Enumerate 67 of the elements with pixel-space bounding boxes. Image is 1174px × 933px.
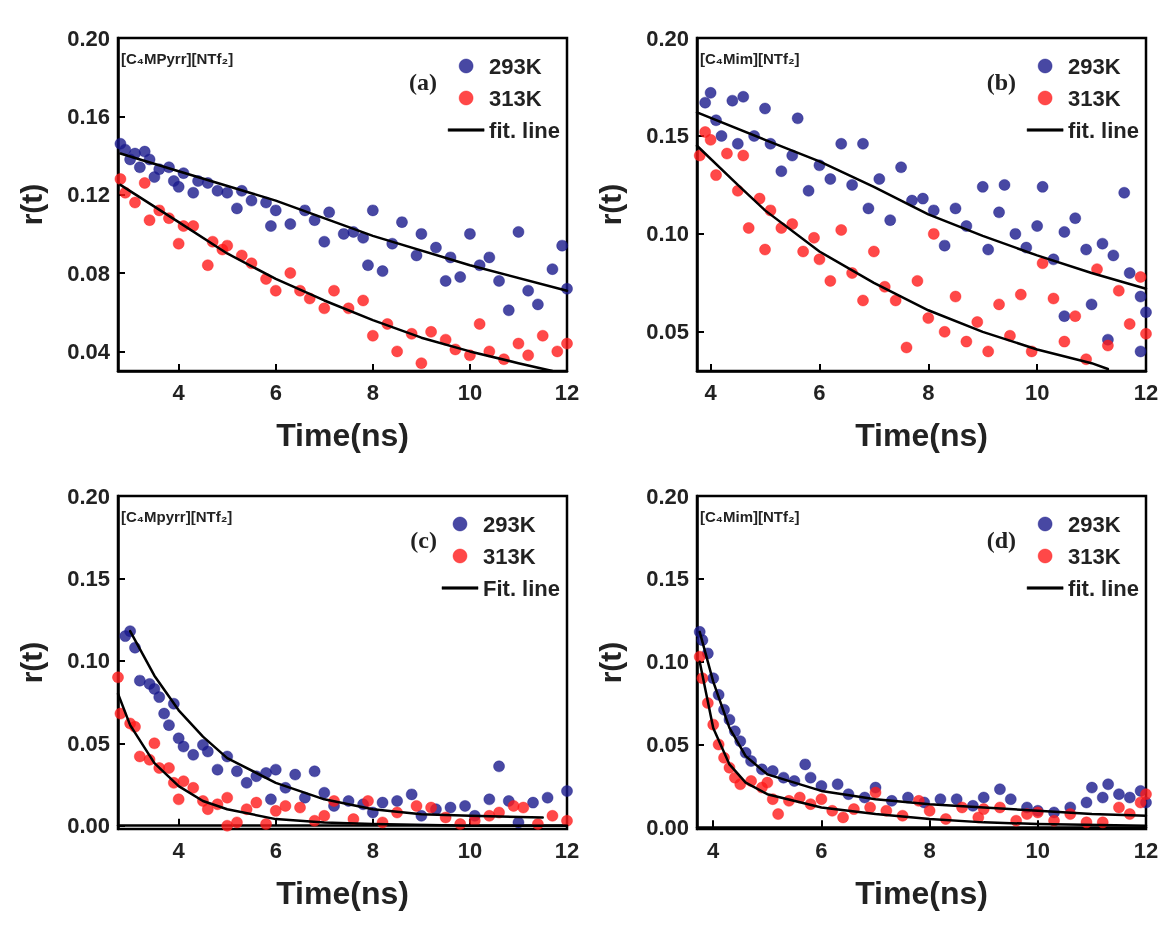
y-tick-label: 0.04 [67,338,111,364]
legend-label: fit. line [489,117,560,143]
y-tick-label: 0.20 [646,483,689,509]
y-tick-label: 0.12 [67,182,110,208]
annotation: (b) [986,69,1017,95]
x-tick-label: 8 [366,837,379,863]
legend-label: 293K [1068,511,1121,537]
legend-label: 313K [483,543,536,569]
legend-label: fit. line [1068,117,1139,143]
x-tick-label: 6 [269,837,282,863]
y-tick-label: 0.00 [646,814,689,840]
x-tick-label: 4 [172,837,186,863]
y-axis-title: r(t) [14,183,48,226]
y-tick-label: 0.20 [67,483,110,509]
y-tick-label: 0.10 [646,221,689,247]
x-tick-label: 4 [172,379,186,405]
text: [C₄Mim][NTf₂] [700,508,800,525]
text: [C₄MPyrr][NTf₂] [121,50,234,67]
y-tick-label: 0.15 [67,565,110,591]
y-tick-label: 0.05 [67,730,110,756]
x-tick-label: 4 [704,379,718,405]
y-tick-label: 0.05 [646,732,689,758]
legend-label: 293K [1068,53,1121,79]
legend-label: 293K [489,53,542,79]
x-tick-label: 8 [923,837,936,863]
legend-label: 313K [1068,85,1121,111]
x-tick-label: 10 [1024,379,1050,405]
x-axis-title: Time(ns) [855,417,988,453]
x-tick-label: 4 [707,837,721,863]
y-tick-label: 0.10 [67,648,110,674]
x-tick-label: 6 [813,379,826,405]
legend-label: 313K [1068,543,1121,569]
legend-label: fit. line [1068,575,1139,601]
y-axis-title: r(t) [593,183,627,226]
y-tick-label: 0.15 [646,123,689,149]
x-tick-label: 12 [554,837,580,863]
y-tick-label: 0.16 [67,103,110,129]
y-tick-label: 0.08 [67,260,110,286]
annotation: (d) [986,527,1017,553]
x-axis-title: Time(ns) [855,875,988,911]
x-tick-label: 12 [1133,379,1159,405]
y-axis-title: r(t) [593,641,627,684]
y-tick-label: 0.10 [646,649,689,675]
x-tick-label: 6 [815,837,828,863]
y-tick-label: 0.00 [67,813,110,839]
x-tick-label: 8 [922,379,935,405]
text: [C₄Mpyrr][NTf₂] [121,508,233,525]
y-tick-label: 0.15 [646,566,689,592]
text: [C₄Mim][NTf₂] [700,50,800,67]
x-tick-label: 10 [1025,837,1051,863]
legend-label: 293K [483,511,536,537]
legend-label: 313K [489,85,542,111]
annotation: (c) [410,527,437,553]
y-tick-label: 0.20 [67,25,110,51]
x-tick-label: 8 [366,379,379,405]
annotation: (a) [409,69,437,95]
x-tick-label: 12 [1133,837,1159,863]
legend-label: Fit. line [483,575,560,601]
x-tick-label: 6 [269,379,282,405]
x-axis-title: Time(ns) [276,875,409,911]
y-axis-title: r(t) [14,641,48,684]
y-tick-label: 0.05 [646,319,689,345]
x-axis-title: Time(ns) [276,417,409,453]
x-tick-label: 10 [457,379,483,405]
x-tick-label: 10 [457,837,483,863]
y-tick-label: 0.20 [646,25,689,51]
x-tick-label: 12 [554,379,580,405]
